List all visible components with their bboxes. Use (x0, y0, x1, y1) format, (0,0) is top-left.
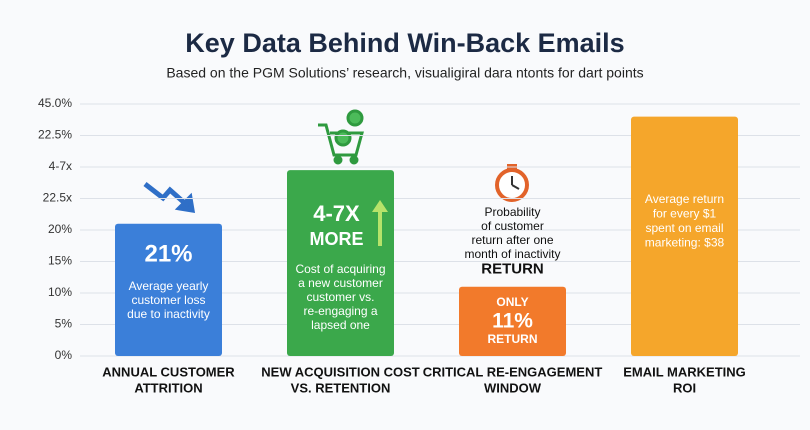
annotation: return after one (471, 233, 553, 247)
bar-text: Average yearly (129, 279, 209, 293)
bar-text: marketing: $38 (645, 236, 725, 250)
bar (115, 223, 222, 356)
bar-headline: RETURN (488, 332, 538, 346)
x-tick-label: ROI (673, 380, 696, 395)
bar (631, 116, 738, 356)
bar-text: Cost of acquiring (295, 262, 385, 276)
bar-headline: 4-7X (313, 201, 360, 226)
y-tick-label: 4-7x (49, 159, 72, 173)
bar-text: due to inactivity (127, 307, 210, 321)
x-tick-label: VS. RETENTION (291, 380, 391, 395)
bar-text: lapsed one (311, 318, 370, 332)
bar-headline: 11% (492, 310, 533, 333)
x-tick-label: EMAIL MARKETING (623, 364, 746, 379)
chart-title: Key Data Behind Win-Back Emails (185, 28, 624, 58)
x-tick-label: CRITICAL RE-ENGAGEMENT (423, 364, 603, 379)
annotation: of customer (481, 219, 544, 233)
bar-headline: MORE (310, 229, 364, 249)
x-tick-label: NEW ACQUISITION COST (261, 364, 419, 379)
bar (459, 286, 566, 356)
chart-subtitle: Based on the PGM Solutions’ research, vi… (166, 65, 643, 81)
bar-text: spent on email (645, 221, 723, 235)
x-tick-label: WINDOW (484, 380, 542, 395)
x-tick-label: ANNUAL CUSTOMER (102, 364, 235, 379)
icon-cart (318, 109, 364, 165)
bar-text: re-engaging a (303, 304, 377, 318)
bar-text: customer loss (131, 293, 205, 307)
x-tick-label: ATTRITION (134, 380, 202, 395)
bar-text: for every $1 (653, 207, 717, 221)
icon-up-arrow (372, 200, 388, 246)
y-tick-label: 15% (48, 254, 72, 268)
bar-headline: 21% (144, 240, 192, 267)
bar-text: Average return (645, 192, 724, 206)
y-tick-label: 45.0% (38, 96, 72, 110)
y-tick-label: 22.5x (43, 191, 72, 205)
bar-headline: ONLY (496, 295, 528, 309)
annotation-bold: RETURN (481, 261, 544, 278)
y-tick-label: 10% (48, 285, 72, 299)
y-tick-label: 20% (48, 222, 72, 236)
y-tick-label: 5% (55, 317, 73, 331)
bar-text: customer vs. (306, 290, 374, 304)
annotation: Probability (484, 205, 540, 219)
bar-text: a new customer (298, 276, 383, 290)
bar (287, 170, 394, 356)
y-tick-label: 0% (55, 348, 73, 362)
y-tick-label: 22.5% (38, 128, 72, 142)
annotation: month of inactivity (464, 247, 560, 261)
